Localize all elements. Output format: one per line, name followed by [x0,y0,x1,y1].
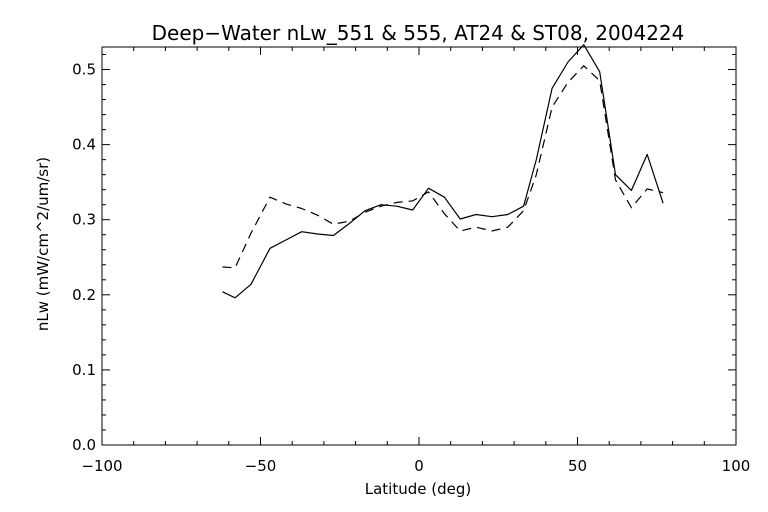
chart-title: Deep−Water nLw_551 & 555, AT24 & ST08, 2… [152,21,685,45]
x-axis-label: Latitude (deg) [365,480,471,498]
x-tick-label: −100 [81,457,122,475]
x-tick-label: 100 [722,457,751,475]
y-tick-label: 0.1 [72,361,96,379]
y-tick-label: 0.3 [72,211,96,229]
x-tick-label: 0 [414,457,424,475]
plot-frame [101,46,737,446]
y-tick-label: 0.4 [72,136,96,154]
y-axis-label: nLw (mW/cm^2/um/sr) [34,157,52,331]
y-tick-label: 0.5 [72,61,96,79]
x-tick-label: −50 [245,457,277,475]
data-series [222,44,664,299]
y-tick-label: 0.0 [72,436,96,454]
axis-tick-labels: −100 −50 0 50 100 0.0 0.1 0.2 0.3 0.4 0.5 [72,61,750,475]
axis-ticks [101,47,737,446]
series-line-dashed [222,65,664,269]
series-line-solid [222,44,664,299]
y-tick-label: 0.2 [72,286,96,304]
x-tick-label: 50 [568,457,587,475]
